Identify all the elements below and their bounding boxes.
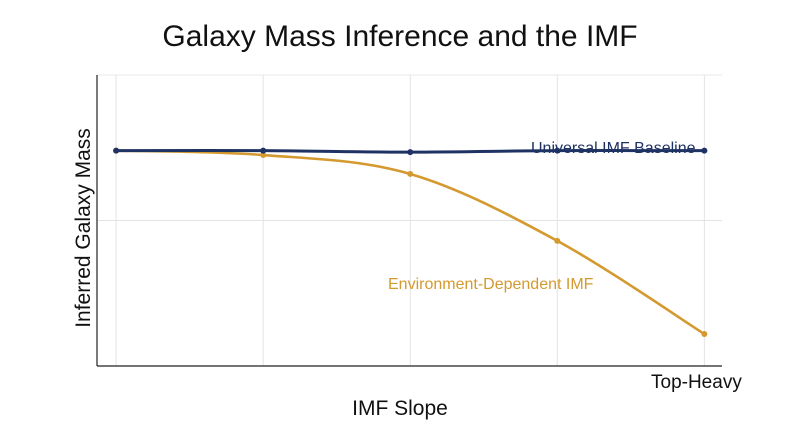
universal-imf-point [113, 147, 120, 154]
environment-imf-point [701, 330, 708, 337]
environment-imf-point [554, 237, 561, 244]
series-labels: Universal IMF Baseline Environment-Depend… [388, 140, 696, 293]
universal-imf-point [407, 149, 414, 156]
series-group [113, 147, 708, 337]
universal-imf-point [701, 147, 708, 154]
universal-imf-label: Universal IMF Baseline [531, 140, 696, 157]
environment-imf-point [260, 152, 267, 159]
axes [96, 75, 722, 367]
grid-lines [97, 74, 722, 366]
x-tick-label-top-heavy: Top-Heavy [651, 372, 742, 393]
universal-imf-point [260, 147, 267, 154]
chart-title: Galaxy Mass Inference and the IMF [162, 20, 638, 53]
environment-imf-label: Environment-Dependent IMF [388, 276, 594, 293]
environment-imf-point [407, 170, 414, 177]
universal-imf-point [554, 147, 561, 154]
